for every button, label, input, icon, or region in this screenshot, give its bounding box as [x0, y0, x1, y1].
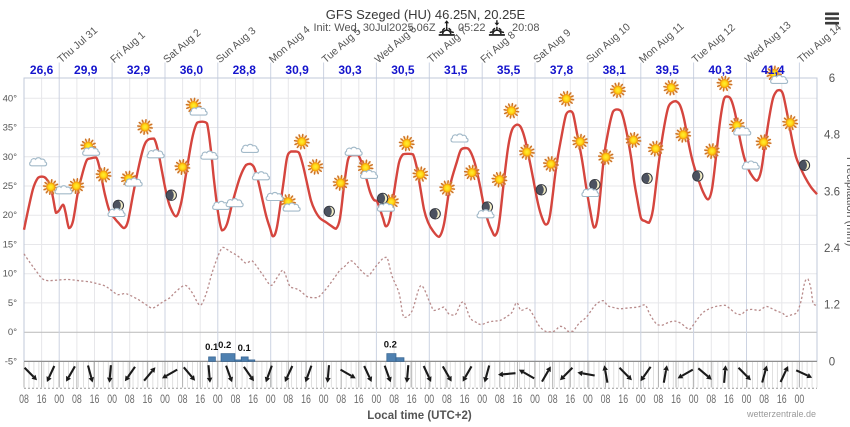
- svg-text:40,3: 40,3: [708, 63, 732, 77]
- svg-text:08: 08: [125, 392, 135, 406]
- svg-text:16: 16: [90, 392, 100, 406]
- svg-text:32,9: 32,9: [127, 63, 151, 77]
- svg-text:GFS Szeged (HU) 46.25N, 20.25E: GFS Szeged (HU) 46.25N, 20.25E: [326, 7, 526, 22]
- svg-text:0.2: 0.2: [218, 340, 231, 351]
- svg-text:Precipitation (mm): Precipitation (mm): [844, 157, 850, 246]
- svg-text:20:08: 20:08: [512, 22, 540, 34]
- svg-text:05:22: 05:22: [458, 22, 486, 34]
- svg-text:08: 08: [442, 392, 452, 406]
- svg-text:36,0: 36,0: [180, 63, 204, 77]
- svg-text:16: 16: [407, 392, 417, 406]
- svg-text:0.1: 0.1: [238, 343, 252, 354]
- svg-text:41,4: 41,4: [761, 63, 785, 77]
- svg-text:35,5: 35,5: [497, 63, 521, 77]
- svg-text:00: 00: [319, 392, 329, 406]
- svg-text:00: 00: [54, 392, 64, 406]
- svg-text:00: 00: [530, 392, 540, 406]
- svg-text:15°: 15°: [3, 240, 18, 251]
- svg-text:16: 16: [301, 392, 311, 406]
- svg-text:0: 0: [829, 356, 835, 368]
- svg-text:30,3: 30,3: [338, 63, 362, 77]
- svg-text:16: 16: [460, 392, 470, 406]
- svg-text:16: 16: [777, 392, 787, 406]
- svg-text:39,5: 39,5: [656, 63, 680, 77]
- svg-text:Init: Wed, 30Jul2025 06Z: Init: Wed, 30Jul2025 06Z: [314, 22, 436, 34]
- svg-text:16: 16: [37, 392, 47, 406]
- svg-text:0°: 0°: [8, 327, 17, 338]
- svg-text:08: 08: [231, 392, 241, 406]
- svg-text:0.2: 0.2: [384, 340, 397, 351]
- svg-text:16: 16: [618, 392, 628, 406]
- svg-text:30,5: 30,5: [391, 63, 415, 77]
- svg-text:Local time (UTC+2): Local time (UTC+2): [367, 410, 472, 422]
- svg-text:08: 08: [706, 392, 716, 406]
- svg-text:4.8: 4.8: [824, 130, 840, 142]
- svg-text:00: 00: [636, 392, 646, 406]
- svg-text:40°: 40°: [3, 93, 18, 104]
- svg-text:16: 16: [195, 392, 205, 406]
- svg-text:08: 08: [72, 392, 82, 406]
- svg-text:30,9: 30,9: [285, 63, 309, 77]
- svg-text:00: 00: [213, 392, 223, 406]
- svg-text:1.2: 1.2: [824, 300, 840, 312]
- svg-text:08: 08: [389, 392, 399, 406]
- svg-text:28,8: 28,8: [233, 63, 257, 77]
- svg-text:00: 00: [795, 392, 805, 406]
- svg-text:10°: 10°: [3, 269, 18, 280]
- svg-text:08: 08: [495, 392, 505, 406]
- svg-text:00: 00: [477, 392, 487, 406]
- svg-text:08: 08: [759, 392, 769, 406]
- svg-text:20°: 20°: [3, 210, 18, 221]
- svg-text:08: 08: [654, 392, 664, 406]
- svg-text:0.1: 0.1: [205, 342, 219, 353]
- svg-text:16: 16: [513, 392, 523, 406]
- svg-text:00: 00: [266, 392, 276, 406]
- svg-text:16: 16: [565, 392, 575, 406]
- svg-text:37,8: 37,8: [550, 63, 574, 77]
- svg-text:08: 08: [336, 392, 346, 406]
- svg-text:16: 16: [354, 392, 364, 406]
- svg-text:00: 00: [107, 392, 117, 406]
- svg-text:31,5: 31,5: [444, 63, 468, 77]
- svg-text:5°: 5°: [8, 298, 17, 309]
- svg-text:00: 00: [742, 392, 752, 406]
- svg-text:08: 08: [19, 392, 29, 406]
- svg-text:00: 00: [583, 392, 593, 406]
- svg-text:wetterzentrale.de: wetterzentrale.de: [746, 409, 816, 419]
- svg-text:2.4: 2.4: [824, 243, 841, 255]
- svg-text:08: 08: [601, 392, 611, 406]
- svg-text:25°: 25°: [3, 181, 18, 192]
- svg-text:08: 08: [548, 392, 558, 406]
- svg-text:30°: 30°: [3, 152, 18, 163]
- svg-text:26,6: 26,6: [30, 63, 54, 77]
- svg-text:3.6: 3.6: [824, 186, 840, 198]
- svg-text:35°: 35°: [3, 123, 18, 134]
- svg-text:6: 6: [829, 73, 835, 85]
- svg-text:-5°: -5°: [5, 356, 17, 367]
- svg-text:16: 16: [671, 392, 681, 406]
- svg-text:16: 16: [143, 392, 153, 406]
- svg-text:38,1: 38,1: [603, 63, 627, 77]
- svg-text:16: 16: [248, 392, 258, 406]
- svg-text:08: 08: [178, 392, 188, 406]
- svg-text:00: 00: [424, 392, 434, 406]
- svg-text:29,9: 29,9: [74, 63, 98, 77]
- svg-text:16: 16: [724, 392, 734, 406]
- svg-text:00: 00: [160, 392, 170, 406]
- svg-text:00: 00: [372, 392, 382, 406]
- svg-text:00: 00: [689, 392, 699, 406]
- svg-text:08: 08: [283, 392, 293, 406]
